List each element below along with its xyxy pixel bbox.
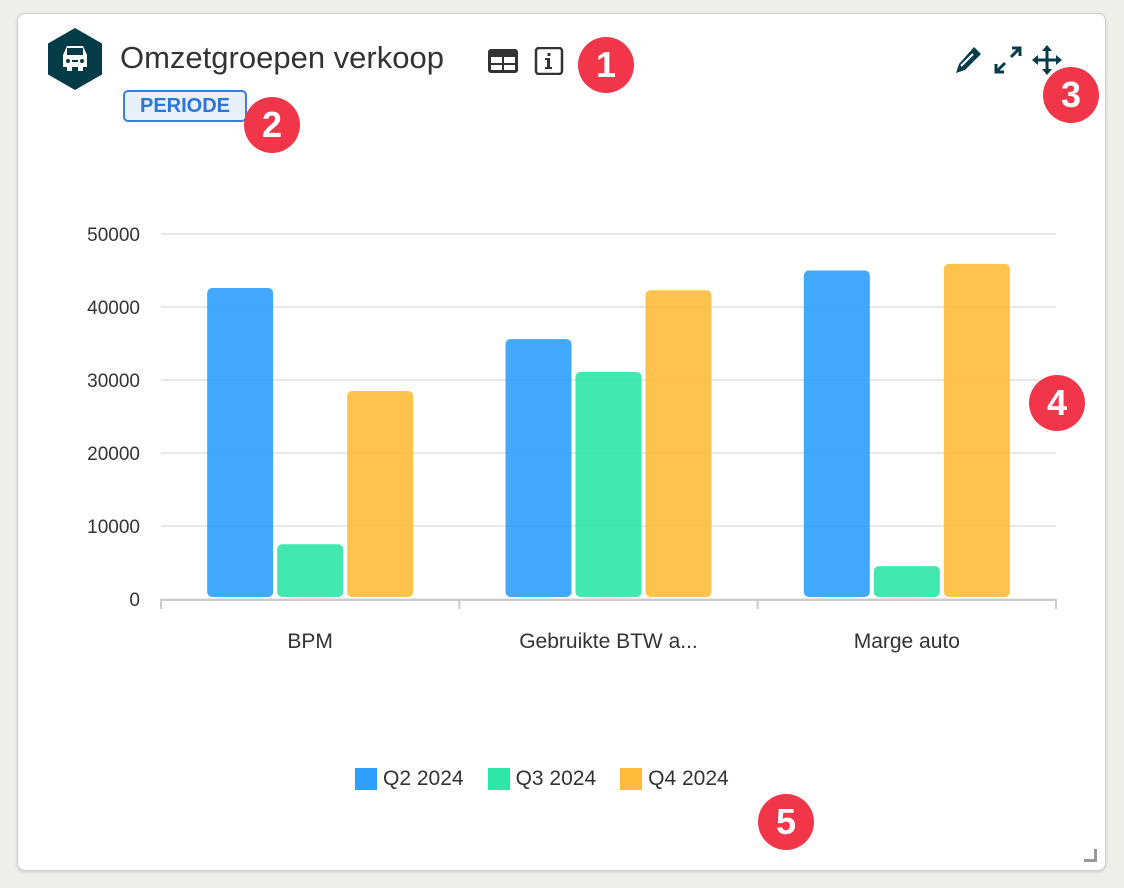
table-icon[interactable]: [487, 47, 519, 75]
legend-label: Q2 2024: [383, 767, 464, 790]
annotation-marker: 1: [578, 37, 634, 93]
widget-title: Omzetgroepen verkoop: [120, 40, 444, 75]
legend-label: Q4 2024: [648, 767, 729, 790]
legend-label: Q3 2024: [515, 767, 597, 790]
resize-handle[interactable]: [1084, 849, 1097, 862]
car-icon: [48, 28, 102, 90]
info-icon[interactable]: [533, 47, 565, 75]
legend-swatch: [355, 768, 377, 790]
move-icon[interactable]: [1031, 44, 1063, 76]
chart-legend: Q2 2024 Q3 2024 Q4 2024: [355, 767, 729, 791]
expand-icon[interactable]: [992, 44, 1024, 76]
annotation-marker: 3: [1043, 67, 1099, 123]
legend-item-q3[interactable]: Q3 2024: [487, 767, 597, 791]
legend-item-q2[interactable]: Q2 2024: [355, 767, 464, 791]
legend-swatch: [487, 768, 510, 790]
legend-item-q4[interactable]: Q4 2024: [620, 767, 729, 791]
pencil-icon[interactable]: [952, 44, 984, 76]
annotation-marker: 4: [1029, 375, 1085, 431]
periode-badge[interactable]: PERIODE: [123, 90, 247, 122]
widget-card: [17, 13, 1106, 871]
legend-swatch: [620, 768, 643, 790]
annotation-marker: 5: [758, 794, 814, 850]
annotation-marker: 2: [244, 97, 300, 153]
